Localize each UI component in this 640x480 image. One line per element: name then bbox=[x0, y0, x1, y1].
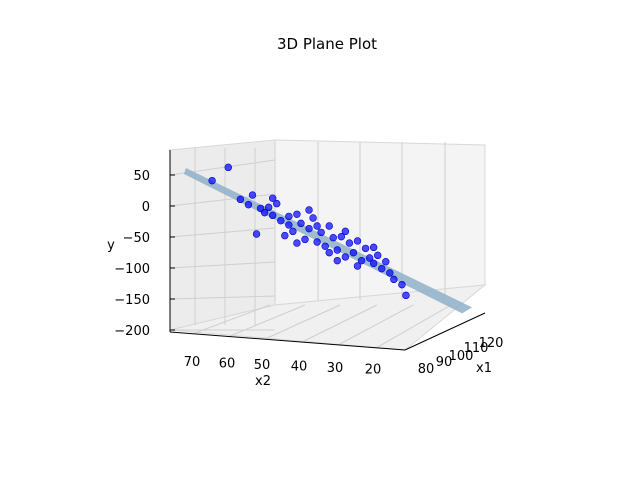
tick-labels: 50 0 −50 −100 −150 −200 70 60 50 40 30 20 80 90100110… bbox=[114, 169, 503, 378]
data-point bbox=[369, 259, 378, 268]
y-tick-label: −200 bbox=[114, 324, 150, 339]
data-points bbox=[208, 163, 410, 300]
y-grid-line bbox=[169, 295, 276, 300]
x2-grid-line bbox=[194, 304, 271, 334]
x2-grid-line bbox=[375, 304, 452, 349]
data-point bbox=[373, 251, 382, 260]
x2-grid-line bbox=[337, 304, 414, 346]
data-point bbox=[353, 237, 362, 245]
x1-tick-label: 80 bbox=[418, 362, 435, 377]
data-point bbox=[398, 280, 406, 289]
data-point bbox=[341, 253, 350, 261]
y-tick-label: 0 bbox=[142, 200, 150, 215]
y-grid-line bbox=[169, 227, 276, 238]
x1-axis-label: x1 bbox=[476, 361, 492, 376]
x2-tick-label: 30 bbox=[327, 361, 344, 376]
x1-tick-label: 110 bbox=[464, 341, 489, 356]
data-point bbox=[281, 231, 289, 240]
data-point bbox=[293, 210, 301, 218]
data-point bbox=[313, 222, 321, 230]
floor-pane bbox=[169, 284, 487, 351]
data-point bbox=[321, 242, 329, 250]
y-tick-label: −100 bbox=[114, 262, 150, 277]
data-point bbox=[361, 244, 370, 253]
data-point bbox=[236, 195, 245, 204]
data-point bbox=[301, 235, 309, 244]
data-point bbox=[309, 214, 317, 222]
data-point bbox=[224, 163, 232, 172]
data-point bbox=[353, 262, 362, 270]
data-point bbox=[244, 200, 253, 209]
data-point bbox=[252, 230, 261, 238]
x1-tick-label: 100 bbox=[449, 349, 474, 364]
data-point bbox=[277, 216, 285, 225]
y-tick-label: −50 bbox=[123, 231, 150, 246]
data-point bbox=[349, 248, 358, 257]
x2-grid-line bbox=[264, 304, 341, 340]
y-tick-label: 50 bbox=[133, 169, 150, 184]
data-point bbox=[313, 238, 321, 246]
data-point bbox=[273, 199, 281, 208]
data-point bbox=[325, 222, 333, 230]
axes bbox=[169, 150, 486, 351]
data-point bbox=[337, 232, 346, 241]
x2-axis-label: x2 bbox=[255, 374, 271, 389]
data-point bbox=[369, 243, 378, 252]
data-point bbox=[264, 203, 273, 212]
x2-tick-label: 50 bbox=[254, 358, 271, 373]
data-point bbox=[289, 227, 297, 236]
data-point bbox=[382, 258, 390, 266]
x1-tick-label: 90 bbox=[436, 355, 453, 370]
data-point bbox=[268, 194, 277, 202]
data-point bbox=[333, 256, 342, 265]
data-point bbox=[345, 239, 354, 247]
data-point bbox=[208, 176, 216, 185]
x2-tick-label: 70 bbox=[184, 355, 201, 370]
x2-axis-line bbox=[169, 331, 406, 351]
y-tick-label: −150 bbox=[114, 293, 150, 308]
data-point bbox=[305, 224, 313, 233]
data-point bbox=[293, 239, 301, 247]
data-point bbox=[285, 212, 293, 221]
data-point bbox=[333, 246, 342, 254]
data-point bbox=[329, 234, 337, 242]
data-point bbox=[248, 191, 257, 199]
data-point bbox=[260, 208, 269, 217]
regression-plane bbox=[183, 168, 473, 314]
data-point bbox=[325, 248, 333, 257]
data-point bbox=[305, 206, 313, 214]
data-point bbox=[285, 221, 293, 229]
z-axis-label: y bbox=[107, 238, 115, 253]
data-point bbox=[390, 275, 398, 284]
chart-title: 3D Plane Plot bbox=[277, 35, 377, 53]
x1-tick-label: 120 bbox=[479, 336, 504, 351]
data-point bbox=[378, 264, 386, 273]
data-point bbox=[357, 256, 366, 265]
data-point bbox=[402, 291, 410, 300]
back-pane-right bbox=[274, 139, 486, 306]
data-point bbox=[268, 211, 277, 220]
x2-tick-label: 20 bbox=[365, 363, 382, 378]
y-grid-line bbox=[169, 261, 276, 269]
data-point bbox=[386, 269, 394, 277]
x2-grid-line bbox=[229, 304, 306, 337]
x2-tick-label: 60 bbox=[219, 357, 236, 372]
y-grid-line bbox=[169, 193, 276, 207]
data-point bbox=[297, 219, 305, 228]
x1-axis-line bbox=[404, 312, 486, 351]
data-point bbox=[365, 254, 374, 262]
data-point bbox=[341, 227, 350, 236]
x2-grid-line bbox=[301, 304, 378, 343]
x2-tick-label: 40 bbox=[291, 360, 308, 375]
data-point bbox=[317, 228, 325, 237]
